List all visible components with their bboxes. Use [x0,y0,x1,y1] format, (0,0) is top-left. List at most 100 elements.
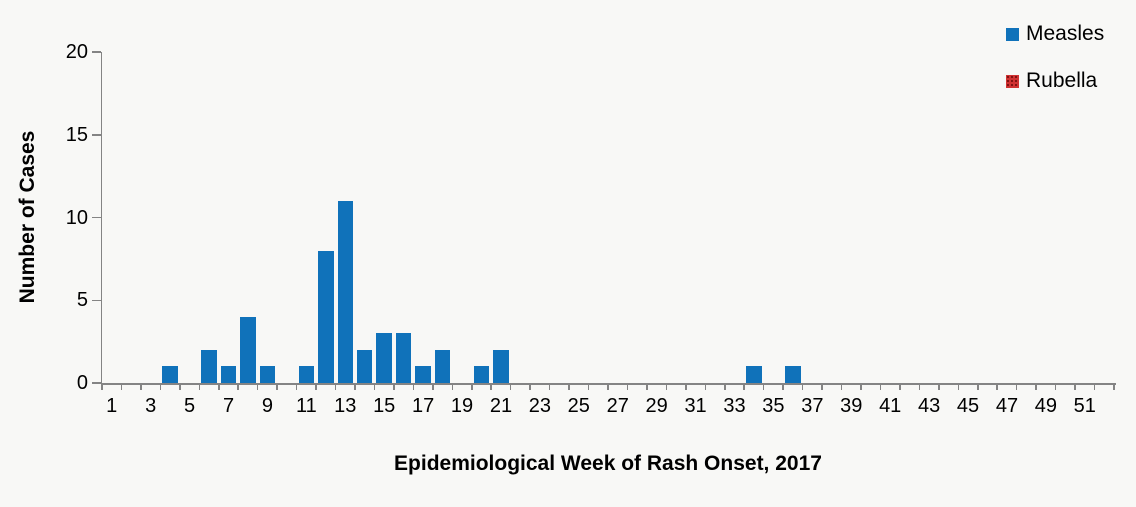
x-tick [782,383,784,390]
x-tick [140,383,142,390]
legend-label-measles: Measles [1026,22,1105,45]
x-tick [743,383,745,390]
x-tick [179,383,181,390]
measles-bar-week-14 [356,349,373,383]
x-tick [1035,383,1037,390]
x-tick [918,383,921,390]
x-tick [1074,383,1076,390]
x-tick [412,383,415,390]
x-tick [724,383,726,390]
y-axis-line [100,52,102,385]
x-tick [1093,383,1096,390]
x-tick-label: 1 [106,395,118,417]
x-tick-label: 33 [723,395,746,417]
x-tick [529,383,531,390]
x-tick-label: 45 [956,395,980,417]
x-tick [821,383,823,390]
x-tick [393,383,395,390]
x-tick [315,383,317,390]
x-tick [996,383,998,390]
x-tick-label: 17 [411,395,435,417]
x-tick [762,383,765,390]
x-tick [646,383,648,390]
measles-bar-week-20 [473,366,490,383]
measles-bar-week-6 [201,349,217,383]
x-tick-label: 19 [450,395,474,417]
x-tick [218,383,220,390]
x-tick-label: 21 [489,395,513,417]
y-tick-label: 5 [76,289,88,312]
x-tick [198,383,201,390]
x-tick [101,383,103,390]
x-tick [587,383,590,390]
measles-bar-week-4 [162,366,178,383]
x-tick [295,383,298,390]
measles-bar-week-13 [337,200,354,383]
x-tick [840,383,843,390]
x-tick [938,383,940,390]
x-tick-label: 15 [373,395,396,417]
x-tick [276,383,278,390]
rubella-swatch-icon [1006,74,1019,88]
measles-bar-week-21 [493,349,509,383]
legend-item-measles: Measles [1006,22,1104,46]
x-tick-label: 7 [222,395,235,417]
x-tick-label: 41 [879,395,902,417]
measles-bar-week-11 [298,366,315,383]
x-tick [471,383,473,390]
x-tick-label: 9 [261,395,273,417]
x-tick [607,383,609,390]
y-tick [92,216,101,219]
measles-bar-week-7 [220,366,237,383]
x-tick [159,383,162,390]
x-tick [704,383,707,390]
x-tick [685,383,687,390]
x-tick [1054,383,1057,390]
x-tick [237,383,239,390]
measles-bar-week-18 [434,349,451,383]
x-tick [626,383,629,390]
x-tick [568,383,570,390]
x-tick-label: 23 [528,395,551,417]
x-tick-label: 3 [145,395,157,417]
measles-bar-week-34 [746,366,762,383]
x-tick [977,383,979,390]
x-tick [899,383,901,390]
measles-bar-week-17 [415,366,431,383]
y-tick [92,382,101,384]
x-tick [1113,383,1115,390]
measles-swatch-icon [1006,27,1019,41]
measles-bar-week-16 [395,333,412,383]
x-tick-label: 31 [684,395,707,417]
x-tick [801,383,804,390]
x-tick-label: 13 [334,395,357,417]
y-tick-label: 15 [65,123,88,146]
measles-bar-week-36 [785,366,801,383]
x-tick-label: 11 [295,395,317,417]
x-tick [490,383,492,390]
y-tick [92,51,101,53]
x-tick [120,383,123,390]
x-tick [451,383,454,390]
measles-bar-week-12 [318,250,334,383]
x-tick [354,383,356,390]
x-tick-label: 29 [645,395,668,417]
x-tick-label: 39 [840,395,863,417]
x-tick-label: 25 [567,395,590,417]
x-tick-label: 43 [917,395,941,417]
x-tick-label: 51 [1073,395,1096,417]
x-tick-label: 27 [606,395,629,417]
measles-bar-week-8 [240,316,256,383]
x-tick [256,383,259,390]
x-tick-label: 35 [762,395,785,417]
y-tick [92,134,101,136]
x-tick [879,383,882,390]
x-axis-title: Epidemiological Week of Rash Onset, 2017 [394,452,822,475]
legend-item-rubella: Rubella [1006,69,1097,93]
x-tick [334,383,337,390]
y-tick-label: 20 [65,41,88,63]
y-tick [92,299,101,301]
x-tick-label: 37 [801,395,824,417]
x-tick [665,383,668,390]
